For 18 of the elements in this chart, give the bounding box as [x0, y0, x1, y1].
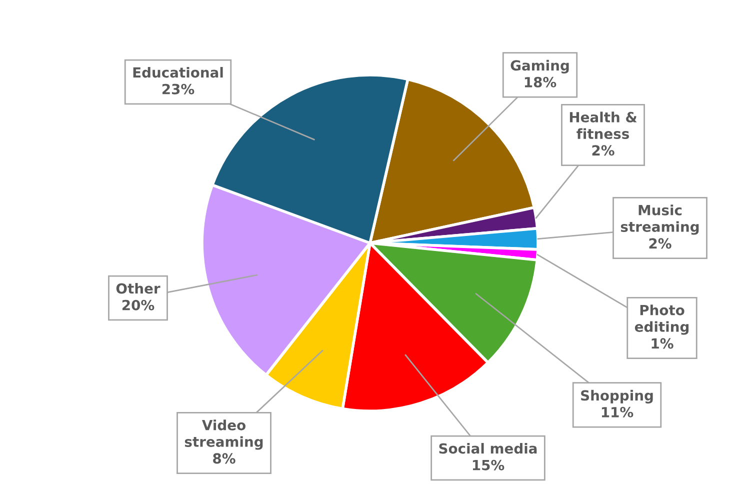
slice-label: Video streaming	[184, 420, 263, 450]
slice-label: Educational	[133, 66, 223, 78]
slice-label: Photo editing	[634, 304, 689, 335]
data-label: 20%	[122, 300, 154, 310]
data-label: 2%	[592, 145, 614, 156]
data-label: 8%	[213, 453, 236, 464]
data-label: 18%	[524, 76, 556, 88]
data-label: 23%	[162, 84, 194, 94]
slice-label: Music streaming	[620, 204, 699, 235]
slice-label: Other	[116, 282, 160, 294]
slice-label: Health & fitness	[570, 112, 637, 140]
data-label: 15%	[472, 460, 504, 470]
data-label: 2%	[649, 238, 672, 249]
slice-label: Gaming	[510, 60, 569, 74]
slice-label: Shopping	[581, 390, 653, 404]
data-label: 1%	[652, 338, 674, 349]
data-label: 11%	[602, 406, 634, 418]
slice-label: Social media	[439, 442, 537, 454]
